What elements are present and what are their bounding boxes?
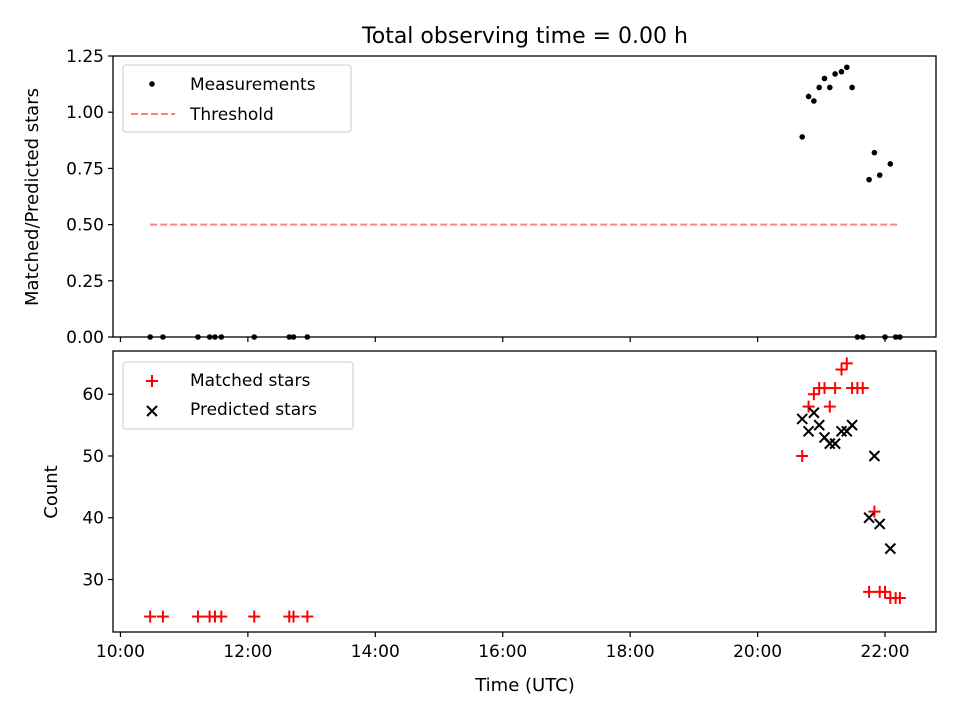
top-y-axis-label: Matched/Predicted stars — [22, 88, 43, 306]
predicted-star-point — [884, 542, 897, 555]
top-legend: Measurements Threshold — [122, 64, 352, 133]
measurement-point — [843, 64, 850, 71]
bottom-legend-box — [122, 361, 354, 430]
predicted-star-point — [863, 512, 875, 524]
x-tick-label: 10:00 — [96, 642, 145, 662]
matched-star-point — [301, 610, 314, 623]
matched-star-point — [829, 382, 842, 395]
measurement-point — [871, 149, 878, 156]
x-tick-label: 12:00 — [223, 642, 272, 662]
x-axis-label: Time (UTC) — [474, 675, 575, 696]
measurement-point — [799, 134, 805, 140]
x-tick-label: 16:00 — [478, 642, 527, 662]
top-y-tick-label: 0.50 — [66, 216, 104, 236]
matched-star-point — [215, 610, 228, 623]
bottom-y-tick-label: 60 — [82, 385, 104, 405]
measurement-point — [827, 84, 833, 91]
matched-star-point — [818, 382, 831, 395]
matched-star-point — [823, 400, 836, 413]
top-y-tick-label: 1.00 — [66, 103, 104, 123]
predicted-star-point — [868, 450, 881, 462]
legend-measurement-marker — [149, 81, 155, 87]
bottom-y-tick-label: 30 — [82, 571, 104, 591]
legend-predicted-marker — [146, 405, 158, 417]
matched-star-point — [802, 400, 815, 413]
legend-matched-marker — [146, 375, 158, 387]
bottom-y-tick-label: 40 — [82, 509, 104, 529]
predicted-star-point — [829, 437, 841, 450]
x-tick-label: 22:00 — [861, 642, 910, 662]
x-tick-label: 20:00 — [733, 642, 782, 662]
top-y-tick-label: 0.25 — [66, 272, 104, 292]
legend-matched-label: Matched stars — [190, 371, 310, 391]
predicted-star-point — [874, 518, 886, 530]
matched-star-point — [807, 388, 820, 401]
top-y-tick-label: 1.25 — [66, 47, 104, 67]
matched-star-point — [156, 610, 169, 623]
measurement-point — [887, 161, 894, 167]
legend-predicted-label: Predicted stars — [190, 400, 317, 420]
matched-star-point — [893, 592, 906, 605]
matched-star-point — [287, 610, 300, 623]
top-axes-frame — [112, 55, 937, 338]
predicted-star-point — [824, 437, 836, 450]
matched-star-point — [248, 610, 261, 623]
matched-star-point — [144, 610, 157, 623]
bottom-panel: 30 40 50 60 10:00 12:00 14:00 16:00 18:00 20:00 2… — [41, 350, 937, 662]
predicted-star-point — [808, 407, 820, 419]
measurement-point — [811, 98, 817, 104]
matched-star-point — [191, 610, 204, 623]
matched-star-point — [835, 363, 848, 376]
measurement-point — [805, 93, 812, 100]
matched-star-point — [840, 357, 853, 370]
matched-star-point — [863, 585, 876, 598]
predicted-star-point — [813, 419, 825, 431]
measurement-point — [832, 71, 838, 77]
top-y-tick-label: 0.00 — [66, 328, 104, 348]
matched-star-point — [868, 505, 881, 518]
x-tick-label: 18:00 — [606, 642, 655, 662]
bottom-legend: Matched stars Predicted stars — [122, 361, 354, 430]
bottom-axes-frame — [112, 350, 937, 633]
legend-threshold-label: Threshold — [189, 105, 274, 125]
measurement-point — [838, 68, 845, 75]
bottom-y-axis-label: Count — [41, 465, 62, 518]
predicted-star-point — [796, 413, 808, 425]
measurement-point — [849, 84, 855, 91]
top-panel: 0.00 0.25 0.50 0.75 1.00 1.25 Matched/Predict… — [22, 47, 937, 348]
bottom-y-tick-label: 50 — [82, 447, 104, 467]
measurement-point — [876, 172, 883, 178]
measurement-point — [816, 84, 822, 91]
matched-star-point — [796, 449, 809, 462]
top-legend-box — [122, 64, 352, 133]
measurement-point — [866, 176, 872, 183]
chart-title: Total observing time = 0.00 h — [361, 24, 688, 49]
legend-measurements-label: Measurements — [190, 75, 316, 95]
top-y-tick-label: 0.75 — [66, 159, 104, 179]
matched-star-point — [856, 382, 869, 395]
matched-star-point — [879, 585, 892, 598]
predicted-star-point — [835, 425, 848, 437]
measurement-point — [821, 75, 828, 82]
predicted-star-point — [846, 419, 858, 431]
predicted-star-point — [802, 425, 815, 437]
x-tick-label: 14:00 — [351, 642, 400, 662]
